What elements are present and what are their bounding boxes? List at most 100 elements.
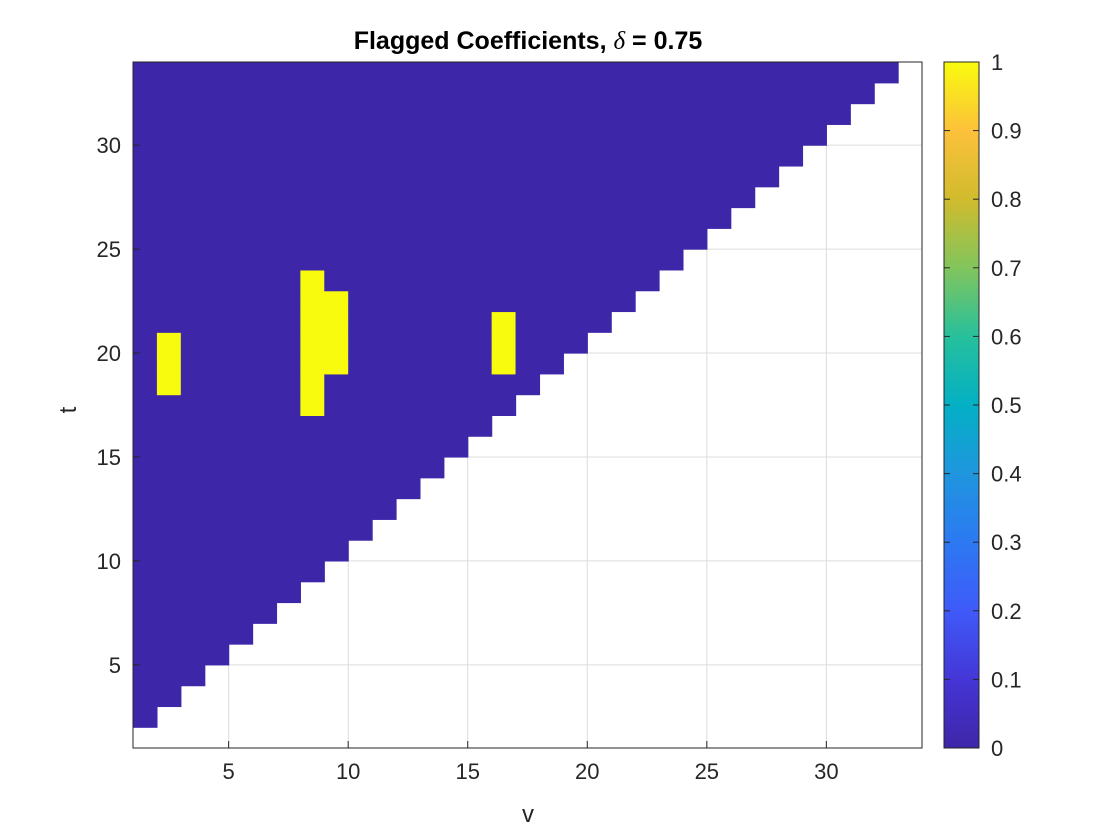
heatmap-cell <box>348 456 373 479</box>
x-axis-label: v <box>522 801 534 828</box>
heatmap-cell <box>611 290 636 313</box>
heatmap-cell <box>587 228 612 250</box>
heatmap-cell <box>228 498 254 520</box>
heatmap-cell <box>324 228 349 250</box>
heatmap-cell <box>635 124 660 146</box>
heatmap-cell <box>228 290 254 313</box>
heatmap-cell <box>228 373 254 396</box>
heatmap-cell-flagged <box>156 353 182 375</box>
heatmap-cell <box>252 186 278 209</box>
heatmap-cell <box>228 228 254 250</box>
heatmap-cell-flagged <box>300 353 325 375</box>
heatmap-cell <box>348 145 373 167</box>
heatmap-cell <box>396 436 421 458</box>
heatmap-cell <box>539 311 564 333</box>
heatmap-cell <box>443 249 469 271</box>
heatmap-cell <box>276 560 301 583</box>
heatmap-cell <box>730 82 756 105</box>
heatmap-cell <box>491 145 517 167</box>
heatmap-cell <box>706 82 732 105</box>
heatmap-cell <box>204 373 230 396</box>
heatmap-cell <box>491 62 517 84</box>
heatmap-cell <box>539 249 564 271</box>
heatmap-cell <box>635 228 660 250</box>
heatmap-cell <box>324 477 349 500</box>
heatmap-cell <box>204 269 230 292</box>
heatmap-cell <box>706 62 732 84</box>
heatmap-cell <box>419 373 445 396</box>
heatmap-cell <box>348 311 373 333</box>
heatmap-cell <box>180 269 206 292</box>
heatmap-cell <box>324 207 349 229</box>
heatmap-cell <box>252 456 278 479</box>
heatmap-cell <box>276 373 301 396</box>
heatmap-cell <box>754 145 780 167</box>
heatmap-cell <box>515 145 541 167</box>
heatmap-cell <box>611 145 636 167</box>
heatmap-cell <box>396 145 421 167</box>
heatmap-cell <box>372 82 397 105</box>
heatmap-cell <box>563 249 588 271</box>
heatmap-cell <box>156 540 182 562</box>
heatmap-cell <box>252 436 278 458</box>
heatmap-cell <box>563 103 588 125</box>
heatmap-cell <box>443 165 469 188</box>
heatmap-cell <box>467 124 493 146</box>
heatmap-cell <box>204 560 230 583</box>
heatmap-cell <box>491 290 517 313</box>
heatmap-cell <box>515 373 541 396</box>
heatmap-cell <box>156 644 182 666</box>
heatmap-cell <box>228 165 254 188</box>
heatmap-cell <box>133 62 158 84</box>
delta-symbol: δ <box>613 28 625 55</box>
colorbar-tick-label: 0.2 <box>991 599 1022 624</box>
heatmap-cell <box>324 415 349 437</box>
heatmap-cell <box>396 353 421 375</box>
heatmap-cell <box>682 186 708 209</box>
heatmap-cell <box>419 207 445 229</box>
heatmap-cell <box>180 415 206 437</box>
heatmap-cell <box>180 664 206 687</box>
heatmap-cell <box>324 186 349 209</box>
heatmap-cell <box>467 311 493 333</box>
heatmap-cell <box>204 540 230 562</box>
heatmap-cell <box>754 62 780 84</box>
y-axis-ticks: 5 10 15 20 25 30 <box>97 133 140 678</box>
heatmap-cell <box>563 290 588 313</box>
heatmap-cell <box>515 103 541 125</box>
heatmap-cell <box>372 477 397 500</box>
heatmap-cell <box>300 207 325 229</box>
heatmap-cell <box>276 124 301 146</box>
y-tick-label: 5 <box>109 653 121 678</box>
heatmap-cell <box>348 519 373 541</box>
heatmap-cell <box>204 436 230 458</box>
heatmap-cell <box>563 269 588 292</box>
heatmap-cell <box>563 165 588 188</box>
heatmap-cells <box>133 62 899 728</box>
heatmap-cell <box>276 269 301 292</box>
heatmap-cell <box>659 228 684 250</box>
heatmap-cell <box>276 540 301 562</box>
heatmap-cell <box>539 269 564 292</box>
heatmap-cell <box>635 269 660 292</box>
heatmap-cell <box>252 311 278 333</box>
heatmap-cell <box>706 165 732 188</box>
heatmap-cell <box>539 186 564 209</box>
heatmap-cell <box>324 498 349 520</box>
heatmap-cell <box>467 62 493 84</box>
heatmap-cell <box>563 82 588 105</box>
heatmap-cell <box>587 124 612 146</box>
heatmap-cell-flagged <box>324 353 349 375</box>
heatmap-cell <box>133 373 158 396</box>
heatmap-cell <box>252 290 278 313</box>
heatmap-cell <box>156 477 182 500</box>
heatmap-cell <box>563 62 588 84</box>
heatmap-cell <box>443 373 469 396</box>
heatmap-cell <box>659 62 684 84</box>
heatmap-cell <box>515 165 541 188</box>
heatmap-cell <box>587 186 612 209</box>
heatmap-cell <box>300 456 325 479</box>
heatmap-cell <box>611 103 636 125</box>
heatmap-cell <box>348 186 373 209</box>
heatmap-cell <box>276 353 301 375</box>
